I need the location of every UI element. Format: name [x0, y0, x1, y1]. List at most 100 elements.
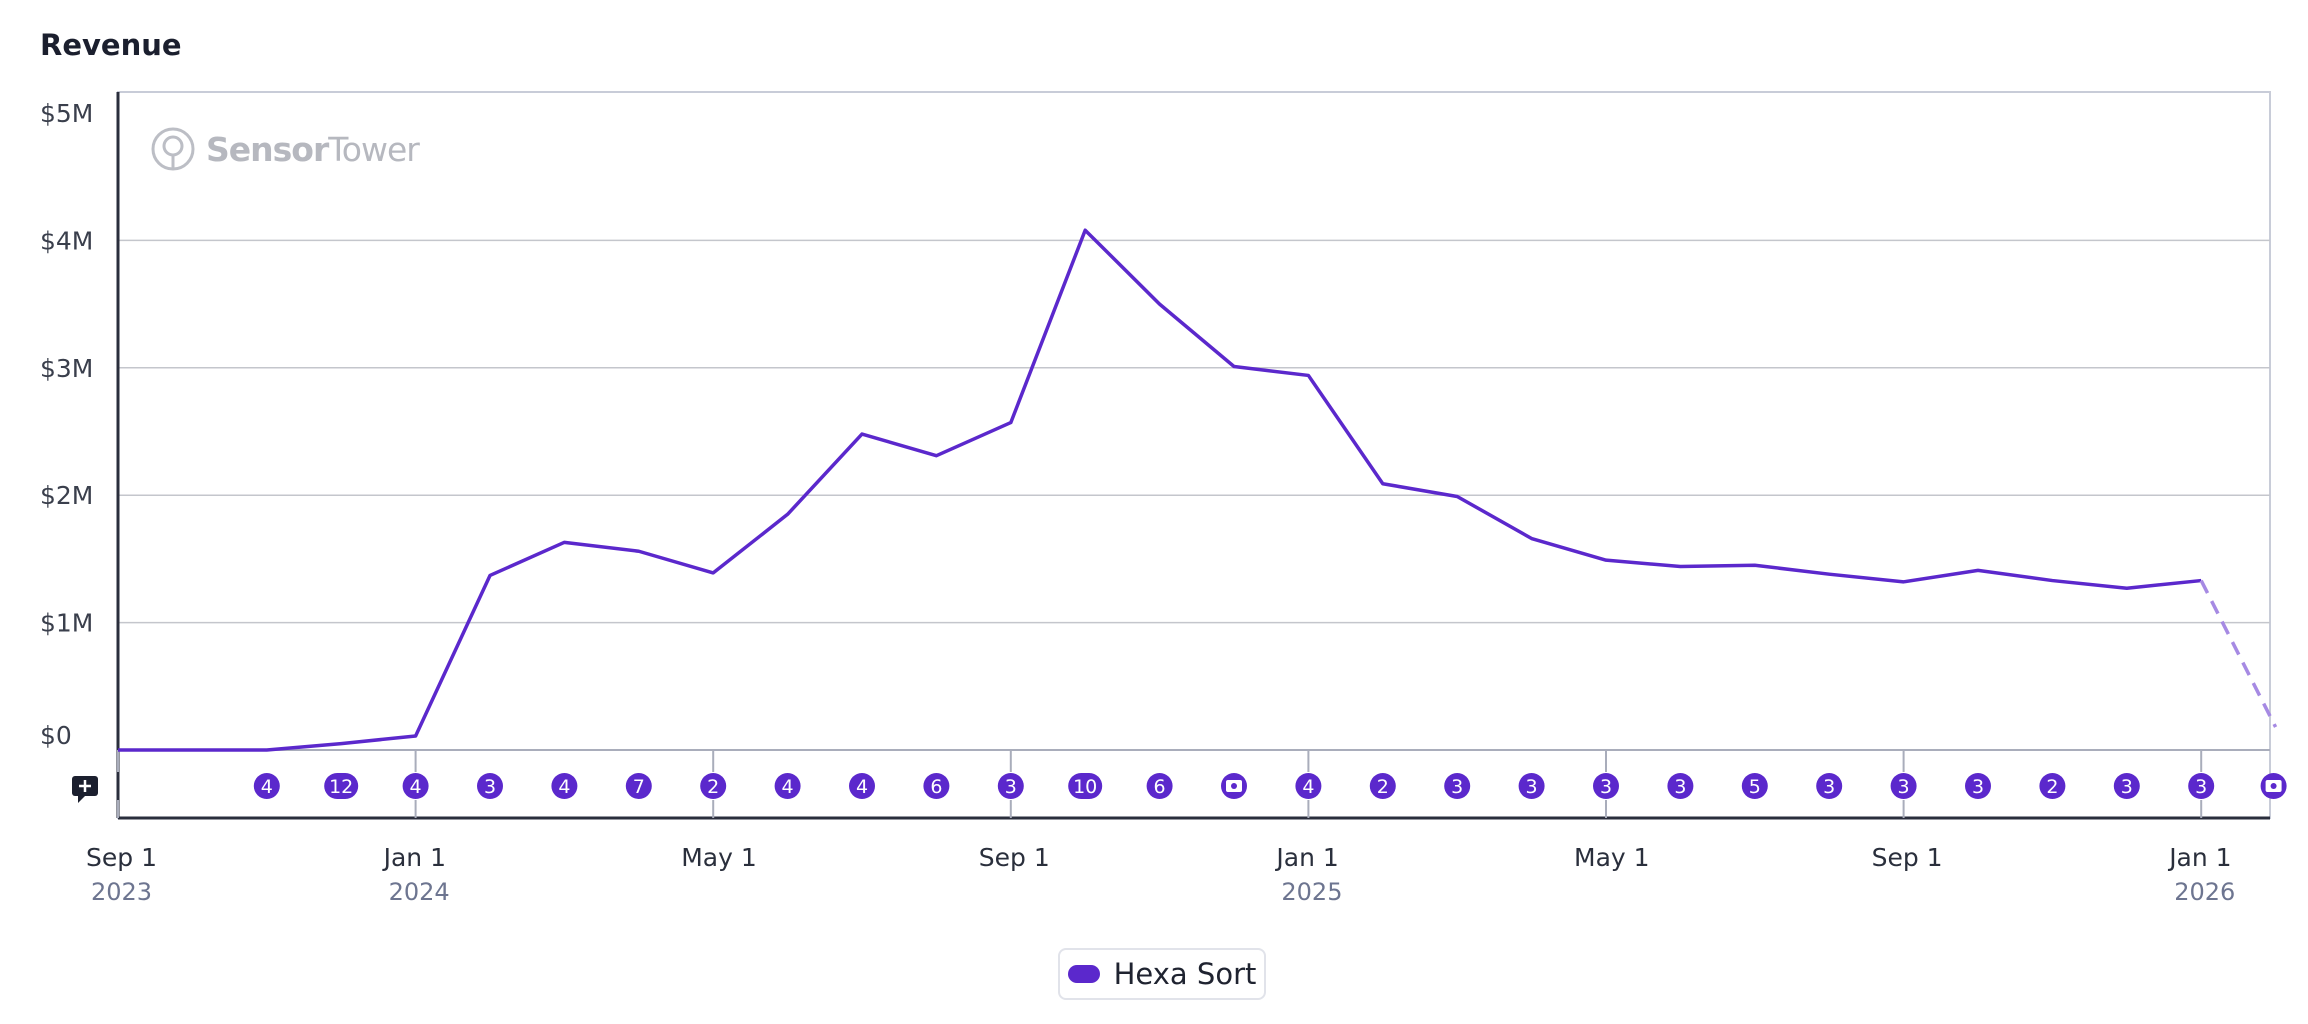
event-badge — [1816, 773, 1843, 799]
y-tick-label: $0 — [40, 721, 72, 750]
event-marker[interactable]: 4 — [1295, 773, 1322, 799]
event-badge — [1667, 773, 1694, 799]
event-marker[interactable]: 3 — [1890, 773, 1917, 799]
event-marker[interactable]: 4 — [253, 773, 280, 799]
event-marker[interactable]: 4 — [551, 773, 578, 799]
legend-swatch — [1067, 965, 1100, 983]
event-badge — [700, 773, 727, 799]
x-tick-year: 2024 — [389, 878, 450, 906]
event-marker[interactable]: 10 — [1068, 773, 1103, 799]
event-marker[interactable]: 2 — [2039, 773, 2066, 799]
event-count: 2 — [707, 776, 719, 798]
event-count: 4 — [782, 776, 794, 798]
event-badge — [1890, 773, 1917, 799]
event-marker[interactable]: 2 — [700, 773, 727, 799]
event-marker[interactable] — [1221, 773, 1247, 799]
event-count: 10 — [1073, 776, 1097, 798]
event-badge — [1369, 773, 1396, 799]
event-badge — [1593, 773, 1619, 799]
event-marker[interactable]: 2 — [1369, 773, 1396, 799]
event-count: 3 — [484, 776, 496, 798]
event-layer: 4 12 4 3 4 7 2 4 4 6 3 10 6 4 2 3 3 3 3 5 3 3 3 2 3 3 — [72, 773, 2287, 803]
event-count: 3 — [1600, 776, 1612, 798]
event-marker[interactable]: 12 — [324, 773, 359, 799]
forecast-line — [2199, 579, 2278, 728]
event-badge — [324, 773, 359, 799]
event-count: 3 — [1823, 776, 1835, 798]
event-marker[interactable]: 3 — [1593, 773, 1619, 799]
event-count: 3 — [1526, 776, 1538, 798]
event-marker[interactable]: 7 — [625, 773, 652, 799]
event-count: 3 — [2195, 776, 2207, 798]
comment-tail — [78, 795, 86, 803]
event-marker[interactable]: 3 — [2188, 773, 2215, 799]
event-marker[interactable]: 5 — [1741, 773, 1768, 799]
x-tick-label: May 1 — [681, 843, 757, 872]
event-badge — [1295, 773, 1322, 799]
x-tick-label: Sep 1 — [1872, 843, 1943, 872]
x-tick-label: May 1 — [1574, 843, 1650, 872]
event-badge — [849, 773, 875, 799]
event-badge — [253, 773, 280, 799]
watermark-brand-bold: Sensor — [206, 129, 329, 169]
y-tick-label: $5M — [40, 99, 93, 128]
event-badge — [1068, 773, 1103, 799]
ticket-icon-dot — [2270, 783, 2277, 789]
y-tick-label: $3M — [40, 354, 93, 383]
event-badge — [2113, 773, 2140, 799]
watermark-brand-light: Tower — [328, 129, 420, 169]
event-count: 4 — [558, 776, 570, 798]
event-badge — [1146, 773, 1173, 799]
event-badge — [477, 773, 503, 799]
x-axis-labels: Sep 1 2023 Jan 1 2024 May 1 Sep 1 Jan 1 2025 May… — [86, 843, 2235, 906]
event-marker[interactable]: 3 — [997, 773, 1024, 799]
event-count: 3 — [1005, 776, 1017, 798]
event-badge — [2039, 773, 2066, 799]
event-count: 3 — [1898, 776, 1910, 798]
event-count: 6 — [1154, 776, 1166, 798]
event-marker[interactable]: 3 — [1667, 773, 1694, 799]
chart-title: Revenue — [40, 28, 182, 62]
event-count: 2 — [1377, 776, 1389, 798]
event-badge — [1444, 773, 1471, 799]
event-badge — [402, 773, 429, 799]
x-tick-label: Jan 1 — [1274, 843, 1338, 872]
event-marker[interactable]: 6 — [923, 773, 950, 799]
event-marker[interactable]: 6 — [1146, 773, 1173, 799]
grid-layer — [117, 91, 2271, 819]
legend-label: Hexa Sort — [1113, 957, 1257, 991]
x-tick-year: 2026 — [2174, 878, 2235, 906]
event-count: 3 — [2121, 776, 2133, 798]
x-tick-label: Jan 1 — [382, 843, 446, 872]
event-count: 7 — [633, 776, 645, 798]
sensor-tower-logo-icon — [151, 127, 195, 171]
event-marker[interactable]: 3 — [1518, 773, 1545, 799]
event-marker[interactable]: 4 — [774, 773, 801, 799]
sensor-tower-watermark: SensorTower — [150, 126, 420, 172]
event-marker[interactable]: 3 — [1816, 773, 1843, 799]
event-marker[interactable]: 3 — [2113, 773, 2140, 799]
add-comment-icon[interactable] — [72, 776, 98, 803]
event-marker[interactable]: 3 — [477, 773, 503, 799]
event-count: 3 — [1972, 776, 1984, 798]
event-count: 5 — [1749, 776, 1761, 798]
event-badge — [923, 773, 950, 799]
event-badge — [774, 773, 801, 799]
ticket-icon-dot — [1231, 783, 1237, 789]
event-count: 12 — [329, 776, 353, 798]
watermark-text: SensorTower — [206, 129, 420, 169]
event-marker[interactable]: 3 — [1965, 773, 1991, 799]
event-badge — [625, 773, 652, 799]
x-tick-year: 2023 — [91, 878, 152, 906]
y-tick-label: $1M — [40, 609, 93, 638]
legend[interactable]: Hexa Sort — [1058, 948, 1266, 1000]
event-marker[interactable]: 3 — [1444, 773, 1471, 799]
y-axis-labels: $0 $1M $2M $3M $4M $5M — [40, 99, 93, 750]
event-count: 4 — [410, 776, 422, 798]
event-marker[interactable]: 4 — [402, 773, 429, 799]
event-marker[interactable]: 4 — [849, 773, 875, 799]
event-marker[interactable] — [2260, 773, 2287, 799]
event-count: 2 — [2046, 776, 2058, 798]
event-count: 4 — [261, 776, 273, 798]
